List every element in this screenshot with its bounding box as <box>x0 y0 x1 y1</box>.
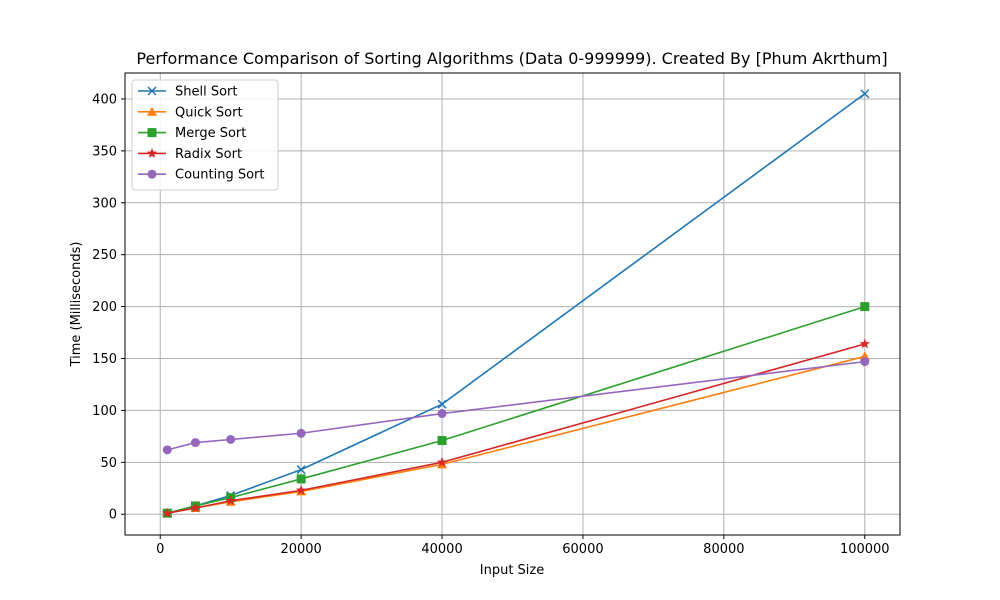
x-tick-label: 100000 <box>840 542 890 557</box>
series-merge-sort <box>162 302 870 518</box>
series-quick-sort <box>162 351 870 518</box>
x-tick-label: 80000 <box>703 542 744 557</box>
y-tick-label: 100 <box>92 404 117 419</box>
legend-label: Shell Sort <box>175 85 238 100</box>
legend-marker <box>147 86 157 96</box>
y-tick-label: 250 <box>92 248 117 263</box>
y-tick-label: 400 <box>92 92 117 107</box>
data-point-merge-sort <box>860 302 870 312</box>
legend-label: Counting Sort <box>175 168 265 183</box>
data-point-radix-sort <box>295 484 307 495</box>
legend-label: Radix Sort <box>175 147 242 162</box>
series-counting-sort <box>162 357 870 455</box>
data-point-radix-sort <box>162 507 173 518</box>
legend-marker <box>147 169 157 179</box>
legend-marker <box>146 147 158 158</box>
legend-item-counting-sort: Counting Sort <box>138 168 265 183</box>
plot-frame <box>124 72 901 536</box>
legend-box <box>131 79 279 191</box>
x-tick-label: 60000 <box>562 542 603 557</box>
data-point-shell-sort <box>860 89 870 99</box>
data-point-counting-sort <box>226 434 236 444</box>
legend-label: Merge Sort <box>175 126 246 141</box>
data-point-counting-sort <box>190 438 200 448</box>
y-tick-label: 150 <box>92 352 117 367</box>
legend-label: Quick Sort <box>175 105 243 120</box>
y-tick-label: 200 <box>92 300 117 315</box>
y-tick-label: 300 <box>92 196 117 211</box>
x-tick-label: 0 <box>156 542 164 557</box>
y-tick-label: 0 <box>109 508 117 523</box>
legend-item-shell-sort: Shell Sort <box>138 85 238 100</box>
x-tick-label: 20000 <box>280 542 321 557</box>
legend-item-merge-sort: Merge Sort <box>138 126 246 141</box>
data-point-radix-sort <box>225 495 236 506</box>
series-radix-sort <box>162 338 870 518</box>
data-point-shell-sort <box>296 465 306 475</box>
series-line-radix-sort <box>167 343 865 514</box>
legend-marker <box>147 106 157 116</box>
y-tick-label: 50 <box>100 456 117 471</box>
ticks: 0 20000 40000 60000 80000 100000 0 50 100 150 200 2… <box>92 92 889 557</box>
legend-marker <box>147 128 157 138</box>
x-tick-label: 40000 <box>421 542 462 557</box>
legend-item-radix-sort: Radix Sort <box>138 147 242 162</box>
series-line-quick-sort <box>167 355 865 514</box>
series-layer <box>162 89 870 518</box>
data-point-counting-sort <box>296 428 306 438</box>
data-point-counting-sort <box>437 409 447 419</box>
data-point-shell-sort <box>437 399 447 409</box>
y-tick-label: 350 <box>92 144 117 159</box>
series-line-merge-sort <box>167 305 866 514</box>
data-point-merge-sort <box>437 436 447 446</box>
series-line-counting-sort <box>167 360 865 451</box>
legend: Shell Sort Quick Sort Merge Sort Radix Sort… <box>131 79 279 191</box>
data-point-merge-sort <box>296 474 306 484</box>
x-axis-label: Input Size <box>480 563 544 578</box>
data-point-radix-sort <box>190 502 201 513</box>
legend-item-quick-sort: Quick Sort <box>138 105 243 120</box>
data-point-counting-sort <box>162 445 172 455</box>
y-axis-label: Time (Milliseconds) <box>69 242 84 368</box>
data-point-radix-sort <box>859 338 870 349</box>
data-point-counting-sort <box>860 357 870 367</box>
data-point-radix-sort <box>436 456 448 467</box>
chart-title: Performance Comparison of Sorting Algori… <box>136 49 887 68</box>
